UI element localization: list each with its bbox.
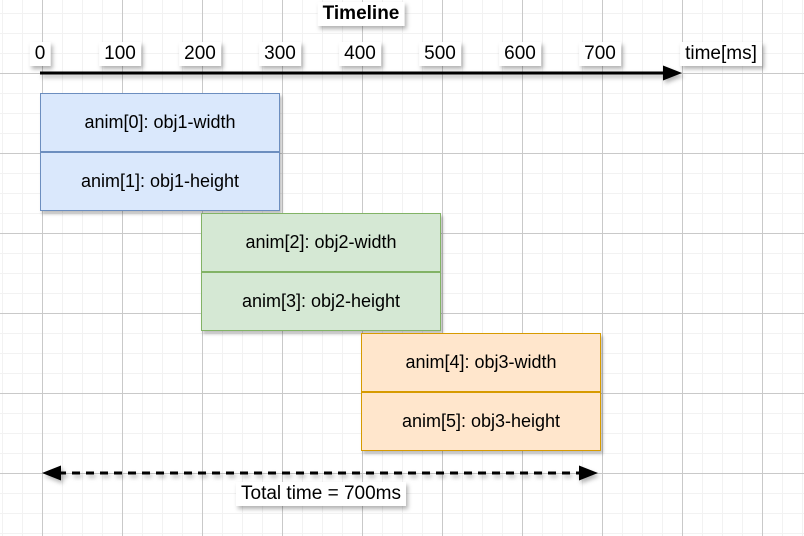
axis-unit-label: time[ms] bbox=[680, 42, 762, 66]
anim-block-0: anim[0]: obj1-width bbox=[40, 93, 280, 152]
total-arrowhead-right-icon bbox=[579, 465, 598, 481]
axis-tick-400: 400 bbox=[339, 42, 381, 66]
time-axis bbox=[40, 65, 682, 81]
time-axis-arrowhead-icon bbox=[663, 65, 682, 81]
anim-block-2: anim[2]: obj2-width bbox=[201, 213, 441, 272]
anim-block-3-label: anim[3]: obj2-height bbox=[241, 290, 401, 311]
axis-tick-100: 100 bbox=[99, 42, 141, 66]
anim-block-0-label: anim[0]: obj1-width bbox=[84, 112, 236, 132]
axis-tick-200: 200 bbox=[179, 42, 221, 66]
axis-tick-0: 0 bbox=[29, 42, 51, 66]
axis-tick-700: 700 bbox=[579, 42, 621, 66]
total-time-arrow bbox=[42, 465, 598, 481]
anim-block-1: anim[1]: obj1-height bbox=[40, 151, 280, 211]
anim-block-4-label: anim[4]: obj3-width bbox=[405, 352, 557, 372]
anim-block-1-label: anim[1]: obj1-height bbox=[80, 170, 240, 191]
axis-tick-300: 300 bbox=[259, 42, 301, 66]
anim-block-5: anim[5]: obj3-height bbox=[361, 391, 601, 451]
diagram-title: Timeline bbox=[317, 2, 405, 26]
anim-block-3: anim[3]: obj2-height bbox=[201, 271, 441, 331]
axis-tick-500: 500 bbox=[419, 42, 461, 66]
axis-tick-600: 600 bbox=[499, 42, 541, 66]
anim-block-5-label: anim[5]: obj3-height bbox=[401, 410, 561, 431]
anim-block-4: anim[4]: obj3-width bbox=[361, 333, 601, 392]
total-arrowhead-left-icon bbox=[42, 465, 61, 481]
anim-block-2-label: anim[2]: obj2-width bbox=[245, 232, 397, 252]
total-time-label: Total time = 700ms bbox=[236, 482, 406, 506]
